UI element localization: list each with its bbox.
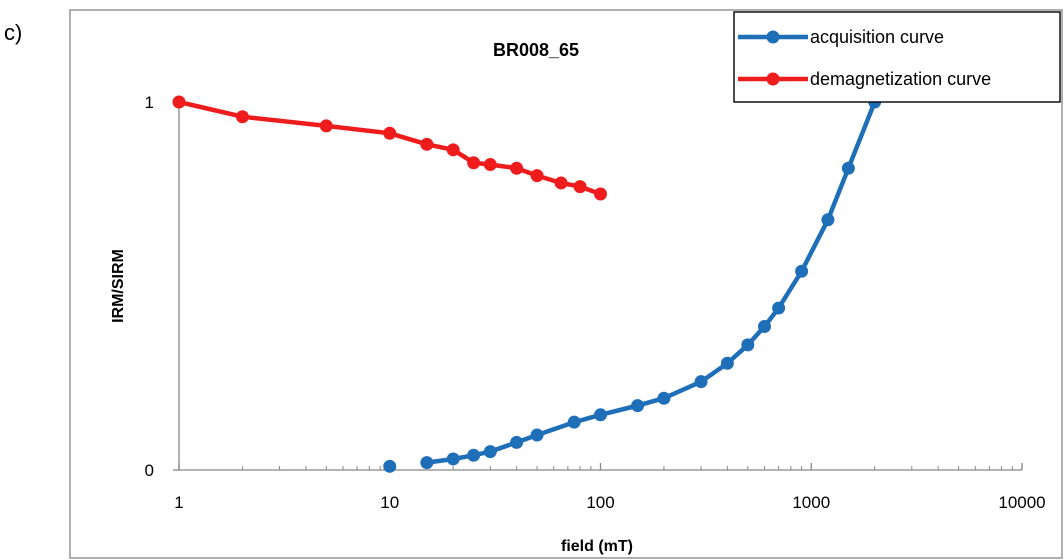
legend-swatch-marker xyxy=(766,72,780,86)
series-1-point xyxy=(420,456,434,470)
x-tick-label: 100 xyxy=(586,493,614,512)
series-layer xyxy=(172,95,882,473)
chart-title: BR008_65 xyxy=(493,40,579,60)
series-1-point xyxy=(567,415,581,429)
series-1-point xyxy=(594,408,607,422)
series-2-point xyxy=(172,95,186,109)
series-2-point xyxy=(446,143,460,157)
series-2-point xyxy=(510,161,524,175)
series-2-point xyxy=(530,169,544,183)
series-1-point xyxy=(383,459,397,473)
legend-box xyxy=(733,11,1061,103)
series-1-point xyxy=(841,161,855,175)
series-1-point xyxy=(530,428,544,442)
x-tick-label: 10 xyxy=(380,493,399,512)
series-2-point xyxy=(319,119,333,133)
legend-label: demagnetization curve xyxy=(810,69,991,89)
series-1-point xyxy=(510,435,524,449)
series-2-point xyxy=(573,180,587,194)
series-1-point xyxy=(821,213,835,227)
series-1-point xyxy=(483,445,497,459)
series-1-point xyxy=(657,391,671,405)
series-2-point xyxy=(467,156,481,170)
series-2-point xyxy=(383,126,397,140)
series-1-point xyxy=(467,448,481,462)
series-1-point xyxy=(446,452,460,466)
series-1-point xyxy=(772,301,786,315)
x-tick-label: 10000 xyxy=(998,493,1045,512)
x-axis-title: field (mT) xyxy=(561,538,633,555)
x-tick-label: 1000 xyxy=(792,493,830,512)
legend-label: acquisition curve xyxy=(810,27,944,47)
series-2-point xyxy=(594,187,607,201)
axes: 1 10 100 1000 10000 0 1 xyxy=(145,93,1046,512)
series-2-point xyxy=(235,110,249,124)
y-axis-title: IRM/SIRM xyxy=(110,249,127,323)
series-1-point xyxy=(795,264,809,278)
series-1-point xyxy=(741,338,755,352)
series-1-point xyxy=(720,356,734,370)
series-2-point xyxy=(420,137,434,151)
panel-label: c) xyxy=(4,20,22,45)
y-tick-label: 0 xyxy=(145,461,154,480)
series-1-point xyxy=(694,375,708,389)
legend: acquisition curve demagnetization curve xyxy=(733,11,1061,103)
legend-swatch-marker xyxy=(766,30,780,44)
series-2-point xyxy=(554,176,568,190)
series-1-point xyxy=(757,319,771,333)
series-2-point xyxy=(483,158,497,172)
x-tick-label: 1 xyxy=(174,493,183,512)
series-1-point xyxy=(631,399,645,413)
y-tick-label: 1 xyxy=(145,93,154,112)
